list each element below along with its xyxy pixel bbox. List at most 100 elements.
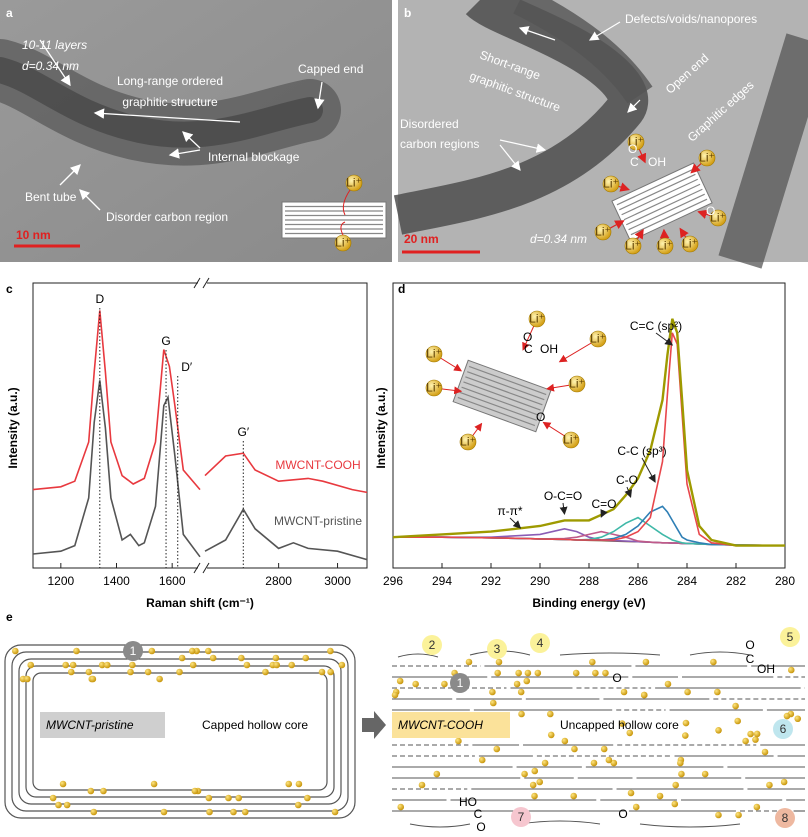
tube-wall (4, 644, 356, 819)
functional-group: OH (757, 662, 775, 676)
ion-dot (191, 787, 199, 795)
ion-dot (63, 801, 71, 809)
ion-dot (27, 661, 35, 669)
graphite-layer (465, 376, 543, 406)
annotation: d=0.34 nm (22, 59, 79, 73)
site-number: 2 (429, 638, 436, 652)
ion-dot (536, 778, 544, 786)
graphite-layer (628, 193, 705, 231)
ion-dot (489, 688, 496, 696)
ion-dot (701, 770, 709, 778)
functional-group: O (612, 671, 621, 685)
li-ion (656, 237, 674, 255)
ion-dot (787, 666, 795, 674)
ion-dot (243, 661, 251, 669)
ion-dot (632, 803, 640, 811)
site-marker (775, 808, 795, 828)
data-line (32, 380, 201, 558)
peak-label: D′ (181, 360, 193, 374)
annotation: d=0.34 nm (530, 232, 587, 246)
functional-group: C (630, 155, 639, 169)
ion-dot (391, 691, 399, 699)
panel-label: a (6, 6, 13, 20)
site-number: 7 (518, 810, 525, 824)
data-line (204, 452, 368, 494)
core-label: Uncapped hollow core (560, 718, 679, 732)
ion-dot (90, 808, 98, 816)
ion-dot (710, 658, 717, 666)
ion-dot (98, 661, 106, 669)
ion-dot (55, 801, 62, 809)
ion-dot (592, 669, 599, 677)
site-marker (511, 807, 531, 827)
site-number: 1 (457, 676, 464, 690)
annotation-arrow (518, 26, 556, 41)
graphite-layer (463, 381, 541, 411)
ion-dot (794, 715, 802, 723)
ion-dot (144, 668, 152, 676)
ion-dot (678, 770, 685, 778)
li-label: Li⁺ (657, 239, 673, 253)
ion-dot (547, 710, 554, 718)
ion-dot (11, 647, 19, 655)
graphite-layer (626, 188, 703, 226)
li-label: Li⁺ (426, 347, 442, 361)
data-line (393, 516, 786, 547)
ion-dot (156, 675, 163, 683)
site-marker (780, 627, 800, 647)
ion-dot (753, 803, 761, 811)
li-label: Li⁺ (590, 332, 606, 346)
ion-dot (465, 658, 473, 666)
panel-label: d (398, 282, 405, 296)
process-arrow (362, 711, 386, 739)
ion-dot (590, 759, 598, 767)
axis-break (193, 562, 201, 574)
ion-dot (626, 729, 634, 737)
panel-label: e (6, 610, 13, 624)
ion-dot (418, 781, 426, 789)
peak-annotation: C-C (sp³) (617, 444, 666, 458)
ion-dot (235, 794, 243, 802)
site-number: 6 (780, 722, 787, 736)
x-tick-label: 1400 (103, 574, 130, 588)
ion-dot (618, 720, 626, 727)
annotation: carbon regions (400, 137, 479, 151)
annotation-arrow (93, 108, 241, 123)
ion-dot (304, 794, 311, 802)
ion-dot (734, 717, 741, 725)
ion-dot (677, 759, 684, 767)
ion-dot (24, 675, 31, 683)
nanotube-core (0, 57, 323, 148)
ion-dot (285, 780, 293, 788)
li-label: Li⁺ (563, 433, 579, 447)
axis-break (193, 277, 201, 289)
annotation-arrow (314, 81, 325, 110)
axis-break (202, 562, 210, 574)
x-tick-label: 3000 (324, 574, 351, 588)
peak-annotation: C=O (591, 497, 616, 511)
ion-dot (327, 668, 334, 676)
name-box (392, 712, 510, 738)
annotation-arrow (499, 144, 521, 171)
annotation-arrow (168, 148, 201, 159)
site-number: 3 (494, 642, 501, 656)
x-tick-label: 286 (628, 574, 648, 588)
ion-dot (534, 669, 542, 677)
ion-dot (129, 661, 136, 669)
ion-dot (753, 730, 761, 738)
ion-dot (396, 677, 404, 685)
ion-dot (150, 780, 158, 788)
ion-dot (523, 677, 531, 685)
ion-dot (176, 668, 183, 676)
peak-label: G (161, 334, 170, 348)
ion-dot (541, 759, 549, 767)
peak-label: G′ (237, 425, 249, 439)
ion-dot (783, 712, 791, 720)
ion-dot (747, 730, 754, 738)
nanotube (513, 0, 653, 104)
ion-dot (288, 661, 295, 669)
ion-dot (206, 808, 213, 816)
li-ion (528, 310, 546, 328)
panel-label: c (6, 282, 13, 296)
